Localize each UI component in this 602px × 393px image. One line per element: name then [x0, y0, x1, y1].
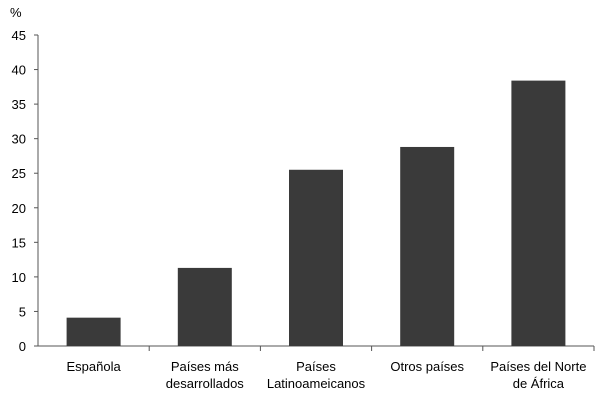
- x-tick-label: Otros países: [390, 359, 464, 374]
- y-tick-label: 0: [19, 339, 26, 354]
- x-tick-label: Países más desarrollados: [166, 359, 245, 391]
- y-tick-label: 5: [19, 304, 26, 319]
- bar: [177, 267, 232, 346]
- y-tick-label: 20: [12, 201, 26, 216]
- bar: [289, 169, 343, 346]
- x-axis-labels: Española Países más desarrollados Países Lat…: [66, 359, 586, 391]
- bar: [511, 80, 566, 346]
- y-tick-label: 30: [12, 132, 26, 147]
- x-tick-label: Países del Norte de África: [490, 359, 586, 391]
- x-tick-label: Española: [66, 359, 121, 374]
- y-axis-ticks: 0 5 10 15 20 25 30 35 40 45: [12, 28, 38, 354]
- x-axis-ticks: [148, 346, 595, 351]
- y-tick-label: 45: [12, 28, 26, 43]
- bar: [400, 146, 455, 346]
- y-tick-label: 40: [12, 63, 26, 78]
- bars: [66, 80, 566, 346]
- y-axis-unit-label: %: [10, 5, 22, 20]
- bar: [66, 317, 121, 346]
- y-tick-label: 35: [12, 97, 26, 112]
- x-tick-label: Países Latinoameicanos: [267, 359, 366, 391]
- y-tick-label: 15: [12, 235, 26, 250]
- y-tick-label: 25: [12, 166, 26, 181]
- y-tick-label: 10: [12, 270, 26, 285]
